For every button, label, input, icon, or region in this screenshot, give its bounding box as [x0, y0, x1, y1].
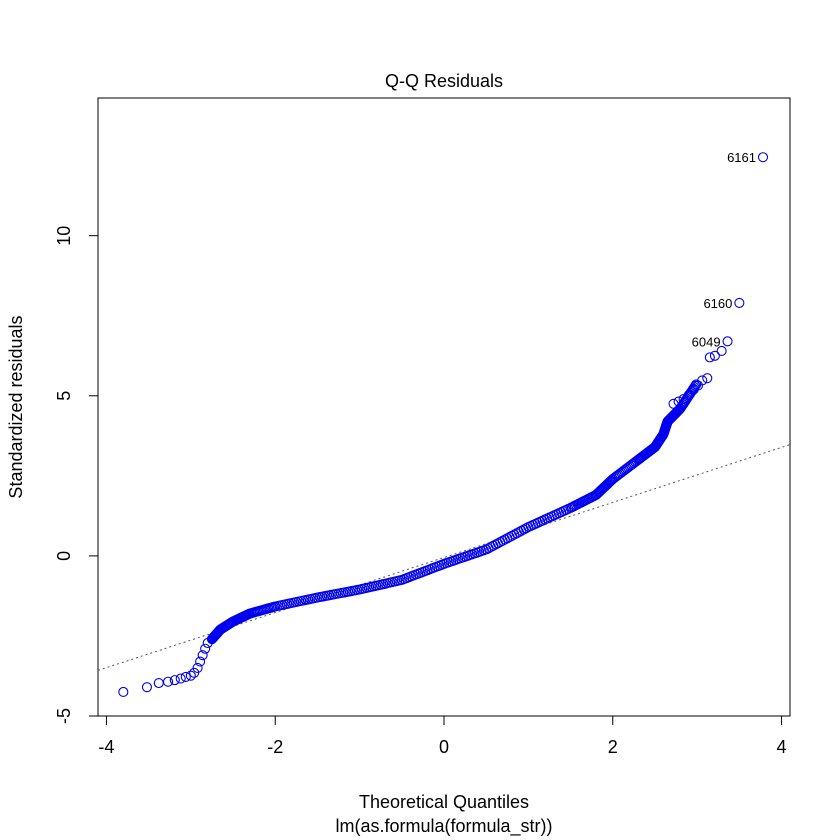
x-axis-sublabel: lm(as.formula(formula_str))	[335, 816, 552, 837]
data-point	[162, 676, 174, 687]
data-point	[180, 671, 191, 682]
data-point	[697, 375, 708, 386]
x-tick-label: -4	[98, 737, 114, 757]
data-point	[169, 675, 180, 686]
data-point	[175, 673, 186, 684]
data-point	[673, 396, 684, 407]
y-tick-label: 10	[54, 226, 74, 246]
data-point	[141, 682, 152, 693]
annotation-label: 6161	[727, 150, 756, 165]
data-point	[683, 390, 694, 401]
data-points	[118, 152, 769, 698]
annotation-label: 6049	[692, 334, 721, 349]
data-point	[678, 393, 689, 405]
data-point	[197, 650, 208, 661]
chart-title: Q-Q Residuals	[385, 71, 503, 91]
data-point	[185, 670, 196, 681]
data-point	[202, 637, 213, 649]
point-annotations: 6161 6160 6049	[692, 150, 756, 349]
data-point	[757, 152, 769, 163]
reference-line-group	[97, 444, 791, 671]
annotation-label: 6160	[703, 296, 732, 311]
x-axis: -4 -2 0 2 4	[98, 715, 787, 757]
y-tick-label: -5	[54, 708, 74, 724]
data-point	[734, 297, 745, 308]
data-point	[200, 643, 211, 654]
data-point	[702, 373, 713, 384]
data-point	[716, 345, 727, 357]
data-point	[195, 656, 206, 667]
y-tick-label: 5	[54, 391, 74, 401]
data-point	[722, 336, 733, 347]
data-point	[118, 686, 129, 698]
y-axis-label: Standardized residuals	[6, 315, 26, 498]
x-tick-label: -2	[267, 737, 283, 757]
x-tick-label: 2	[608, 737, 618, 757]
data-point	[709, 350, 720, 361]
x-tick-label: 0	[439, 737, 449, 757]
data-point	[192, 662, 203, 674]
y-tick-label: 0	[54, 551, 74, 561]
data-point	[153, 677, 164, 689]
y-axis: -5 0 5 10	[54, 226, 99, 724]
reference-line	[97, 444, 791, 671]
data-point	[668, 398, 679, 409]
x-tick-label: 4	[777, 737, 787, 757]
x-axis-label: Theoretical Quantiles	[359, 792, 529, 812]
data-point	[704, 352, 715, 363]
